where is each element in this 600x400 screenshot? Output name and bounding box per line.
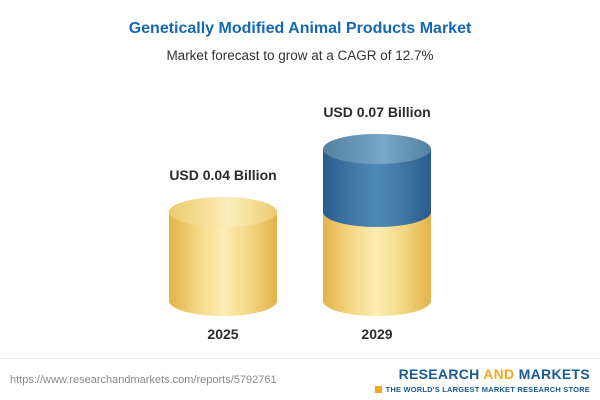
logo-word-research: RESEARCH (398, 365, 480, 382)
bar-category-label-2029: 2029 (361, 326, 393, 342)
source-url: https://www.researchandmarkets.com/repor… (10, 373, 277, 386)
bar-group-2029: USD 0.07 Billion 2029 (323, 104, 431, 342)
logo-square-icon (374, 385, 382, 393)
logo-word-and: AND (483, 365, 515, 382)
chart-title: Genetically Modified Animal Products Mar… (128, 20, 472, 37)
bar-value-label-2025: USD 0.04 Billion (169, 167, 277, 183)
bar-value-label-2029: USD 0.07 Billion (323, 104, 431, 120)
cylinder-top-cap-blue (323, 134, 431, 164)
chart-subtitle: Market forecast to grow at a CAGR of 12.… (166, 48, 434, 63)
logo-word-markets: MARKETS (518, 365, 590, 382)
bar-group-2025: USD 0.04 Billion 2025 (169, 167, 277, 342)
logo-wordmark: RESEARCH AND MARKETS (375, 366, 590, 382)
logo-tagline: THE WORLD'S LARGEST MARKET RESEARCH STOR… (374, 384, 590, 394)
cylinder-top-cap-yellow (169, 197, 277, 227)
cylinder-segment-yellow-base-2029 (323, 212, 431, 316)
bar-category-label-2025: 2025 (207, 326, 239, 342)
footer: https://www.researchandmarkets.com/repor… (0, 358, 600, 400)
bar-chart: USD 0.04 Billion 2025 USD 0.07 Billion 2… (0, 104, 600, 342)
cylinder-2025 (169, 197, 277, 316)
logo-tagline-text: THE WORLD'S LARGEST MARKET RESEARCH STOR… (385, 384, 590, 394)
research-and-markets-logo: RESEARCH AND MARKETS THE WORLD'S LARGEST… (374, 366, 590, 394)
cylinder-2029 (323, 134, 431, 316)
cylinder-body-yellow-2025 (169, 212, 277, 316)
